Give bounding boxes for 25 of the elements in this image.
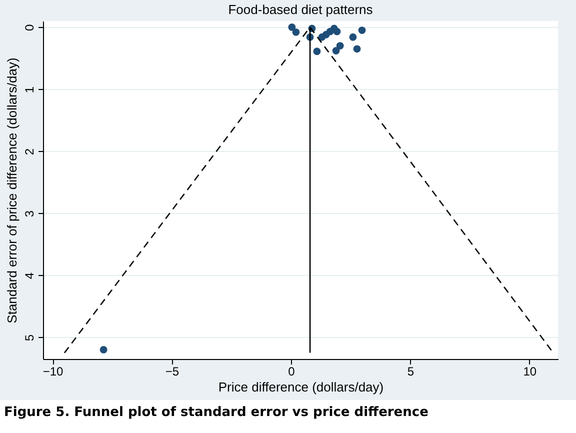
y-tick-label: 1 bbox=[22, 86, 36, 94]
point bbox=[353, 45, 361, 53]
point bbox=[349, 33, 357, 41]
y-tick-label: 5 bbox=[22, 334, 36, 342]
point bbox=[292, 28, 300, 36]
y-tick-label: 3 bbox=[22, 210, 36, 218]
x-tick-label: 5 bbox=[407, 364, 414, 378]
point bbox=[313, 48, 321, 56]
point bbox=[333, 28, 341, 36]
point bbox=[332, 47, 340, 54]
point bbox=[288, 24, 296, 31]
y-tick-label: 4 bbox=[22, 272, 36, 280]
point bbox=[358, 26, 366, 34]
y-tick-label: 2 bbox=[22, 148, 36, 156]
x-tick-label: −5 bbox=[165, 364, 180, 378]
point bbox=[100, 346, 108, 354]
x-tick-label: 0 bbox=[288, 364, 296, 378]
x-tick-label: 10 bbox=[523, 364, 537, 378]
x-tick-label: −10 bbox=[42, 364, 64, 378]
chart-title: Food-based diet patterns bbox=[228, 2, 374, 17]
point bbox=[336, 42, 344, 50]
y-tick-label: 0 bbox=[22, 24, 36, 32]
x-axis-title: Price difference (dollars/day) bbox=[218, 380, 384, 394]
caption: Figure 5. Funnel plot of standard error vs price difference bbox=[4, 405, 430, 421]
y-axis-title: Standard error of price difference (dollars/day) bbox=[4, 58, 20, 324]
